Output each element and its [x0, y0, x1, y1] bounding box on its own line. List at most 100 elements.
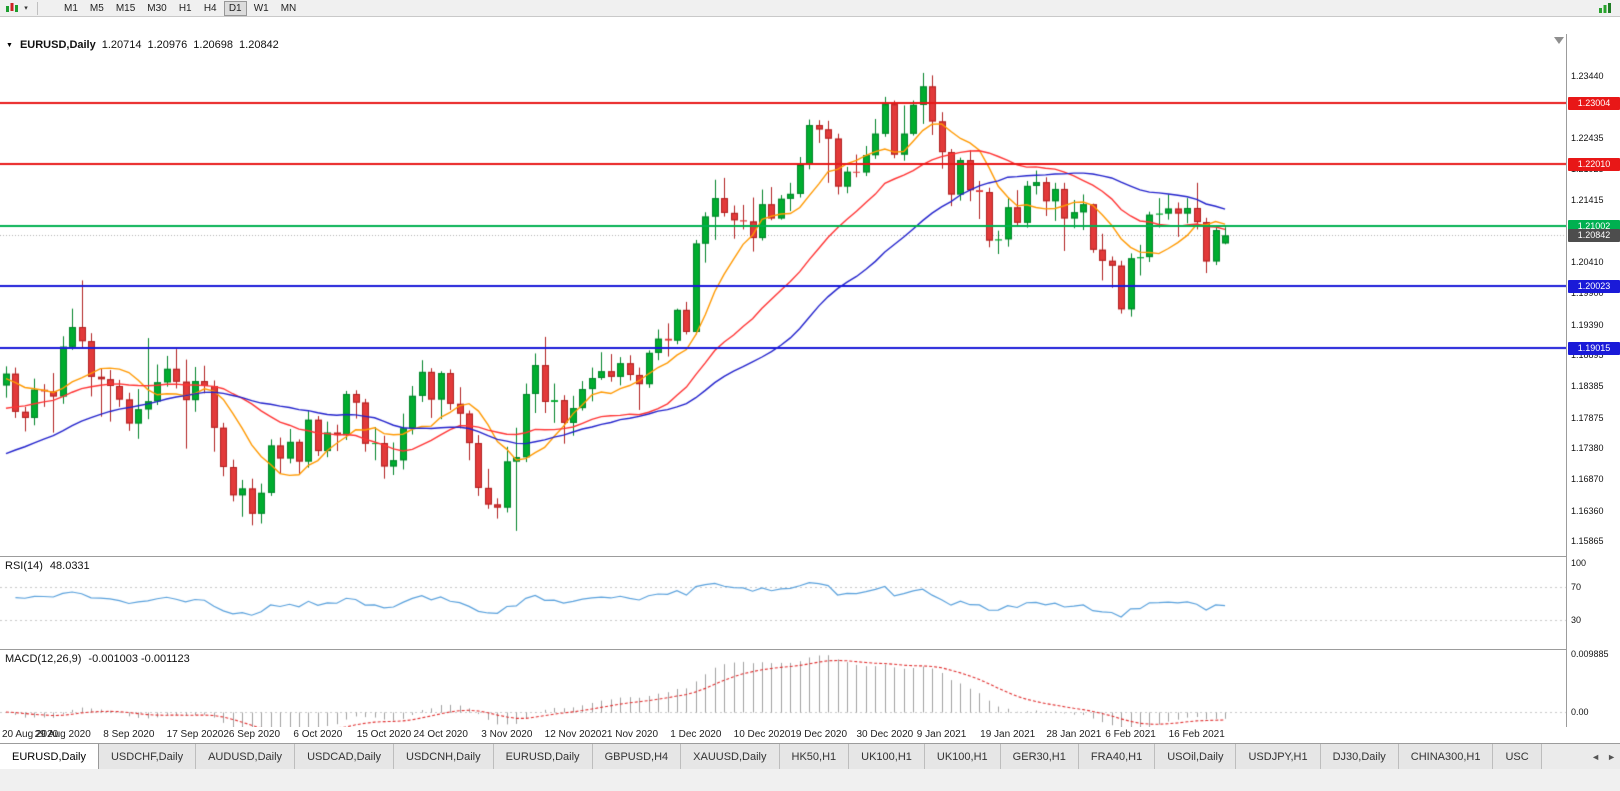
macd-axis-label: 0.009885 [1571, 649, 1609, 659]
ohlc-high: 1.20976 [147, 39, 188, 51]
date-axis-label: 10 Dec 2020 [733, 729, 791, 740]
chart-shift-marker[interactable] [1554, 37, 1564, 44]
price-line-badge: 1.19015 [1568, 341, 1620, 355]
price-axis-label: 1.19900 [1571, 288, 1604, 299]
ohlc-open: 1.20714 [101, 39, 142, 51]
price-axis-label: 1.17875 [1571, 412, 1604, 423]
chart-tabs: EURUSD,Daily USDCHF,Daily AUDUSD,Daily USDC… [0, 744, 1588, 769]
rsi-axis-label: 100 [1571, 557, 1587, 568]
rsi-canvas[interactable] [0, 557, 1566, 649]
chart-tab[interactable]: UK100,H1 [849, 744, 925, 769]
status-strip [0, 769, 1620, 791]
date-axis-label: 9 Jan 2021 [916, 729, 967, 740]
rsi-axis-label: 70 [1571, 582, 1582, 593]
panel-splitter[interactable] [0, 556, 1620, 557]
date-axis-label: 17 Sep 2020 [166, 729, 224, 740]
date-axis-label: 30 Dec 2020 [856, 729, 914, 740]
price-axis-label: 1.20410 [1571, 256, 1604, 267]
price-axis-label: 1.18895 [1571, 349, 1604, 360]
macd-title: MACD(12,26,9) [5, 653, 82, 665]
date-axis-label: 12 Nov 2020 [544, 729, 602, 740]
chart-tab[interactable]: USOil,Daily [1155, 744, 1237, 769]
date-axis-label: 19 Jan 2021 [980, 729, 1036, 740]
chart-tab[interactable]: EURUSD,Daily [493, 744, 593, 769]
tabs-scroll-right-icon[interactable]: ► [1607, 752, 1616, 762]
date-axis-label: 8 Sep 2020 [103, 729, 155, 740]
date-axis-label: 29 Aug 2020 [34, 729, 91, 740]
date-axis-label: 19 Dec 2020 [790, 729, 848, 740]
price-line-badge: 1.20023 [1568, 279, 1620, 293]
toolbar-separator [37, 1, 38, 15]
timeframe-button-mn[interactable]: MN [280, 2, 297, 14]
timeframe-button-h1[interactable]: H1 [178, 2, 192, 14]
chart-tab[interactable]: DJ30,Daily [1320, 744, 1399, 769]
chart-tab[interactable]: XAUUSD,Daily [681, 744, 780, 769]
macd-values: -0.001003 -0.001123 [88, 653, 190, 665]
ohlc-low: 1.20698 [193, 39, 234, 51]
chart-tab[interactable]: USDCNH,Daily [394, 744, 494, 769]
panel-splitter[interactable] [0, 649, 1620, 650]
chart-tab-bar: EURUSD,Daily USDCHF,Daily AUDUSD,Daily USDC… [0, 743, 1620, 769]
price-line-badge: 1.22010 [1568, 157, 1620, 171]
date-axis-label: 15 Oct 2020 [356, 729, 412, 740]
date-axis-label: 20 Aug 2020 [2, 729, 59, 740]
price-chart-canvas[interactable] [0, 34, 1566, 556]
price-axis-label: 1.17380 [1571, 442, 1604, 453]
rsi-axis-label: 30 [1571, 615, 1582, 626]
rsi-label: RSI(14) 48.0331 [5, 560, 90, 572]
toolbar: ▾ M1 M5 M15 M30 H1 H4 D1 W1 MN [0, 0, 1620, 17]
chart-symbol-period: EURUSD,Daily [19, 39, 96, 51]
price-axis-label: 1.22435 [1571, 132, 1604, 143]
date-axis-label: 16 Feb 2021 [1168, 729, 1225, 740]
chart-tab[interactable]: EURUSD,Daily [0, 744, 99, 769]
chart-tab[interactable]: USC [1493, 744, 1542, 769]
chart-tab[interactable]: USDCHF,Daily [98, 744, 197, 769]
chart-tab[interactable]: GER30,H1 [1000, 744, 1079, 769]
price-axis-label: 1.16870 [1571, 474, 1604, 485]
timeframe-button-m1[interactable]: M1 [64, 2, 78, 14]
price-line-badge: 1.23004 [1568, 96, 1620, 110]
symbol-marker-icon: ▼ [6, 41, 13, 49]
chart-tab[interactable]: USDJPY,H1 [1236, 744, 1321, 769]
tabs-scroll-arrows: ◄ ► [1591, 744, 1616, 770]
chart-tab[interactable]: HK50,H1 [779, 744, 850, 769]
price-axis-label: 1.19390 [1571, 319, 1604, 330]
date-axis-label: 21 Nov 2020 [601, 729, 659, 740]
timeframe-toolbar: M1 M5 M15 M30 H1 H4 D1 W1 MN [58, 0, 302, 16]
timeframe-button-m30[interactable]: M30 [147, 2, 167, 14]
timeframe-button-d1[interactable]: D1 [223, 0, 247, 16]
date-axis-label: 3 Nov 2020 [481, 729, 533, 740]
date-axis-label: 6 Oct 2020 [293, 729, 343, 740]
chart-tab[interactable]: USDCAD,Daily [295, 744, 395, 769]
date-axis-label: 28 Jan 2021 [1046, 729, 1102, 740]
date-axis[interactable]: 20 Aug 2020 29 Aug 2020 8 Sep 2020 17 Sep 2… [0, 727, 1620, 743]
price-axis-label: 1.21415 [1571, 195, 1604, 206]
date-axis-label: 26 Sep 2020 [223, 729, 281, 740]
price-line-badge: 1.21002 [1568, 219, 1620, 233]
timeframe-button-h4[interactable]: H4 [203, 2, 217, 14]
chart-window: ▼ EURUSD,Daily 1.20714 1.20976 1.20698 1… [0, 17, 1620, 747]
chart-tab[interactable]: CHINA300,H1 [1398, 744, 1494, 769]
chart-tab[interactable]: AUDUSD,Daily [196, 744, 296, 769]
chevron-down-icon[interactable]: ▾ [24, 5, 28, 12]
chart-tab[interactable]: UK100,H1 [924, 744, 1001, 769]
macd-label: MACD(12,26,9) -0.001003 -0.001123 [5, 653, 190, 665]
date-axis-label: 24 Oct 2020 [413, 729, 468, 740]
chart-tab[interactable]: GBPUSD,H4 [592, 744, 682, 769]
price-axis-label: 1.18385 [1571, 381, 1604, 392]
timeframe-button-m15[interactable]: M15 [115, 2, 136, 14]
chart-type-icon[interactable] [3, 1, 21, 16]
timeframe-button-m5[interactable]: M5 [89, 2, 104, 14]
date-axis-label: 6 Feb 2021 [1105, 729, 1156, 740]
toolbar-status-icon[interactable] [1598, 2, 1612, 14]
price-axis-label: 1.16360 [1571, 505, 1604, 516]
price-axis[interactable]: 1.234401.229451.224351.219251.214151.209… [1566, 34, 1620, 747]
chart-tab[interactable]: FRA40,H1 [1078, 744, 1156, 769]
rsi-title: RSI(14) [5, 560, 43, 572]
timeframe-button-w1[interactable]: W1 [253, 2, 269, 14]
macd-axis-label: 0.00 [1571, 707, 1589, 717]
price-axis-label: 1.15865 [1571, 535, 1604, 546]
tabs-scroll-left-icon[interactable]: ◄ [1591, 752, 1601, 762]
ohlc-close: 1.20842 [239, 39, 279, 51]
